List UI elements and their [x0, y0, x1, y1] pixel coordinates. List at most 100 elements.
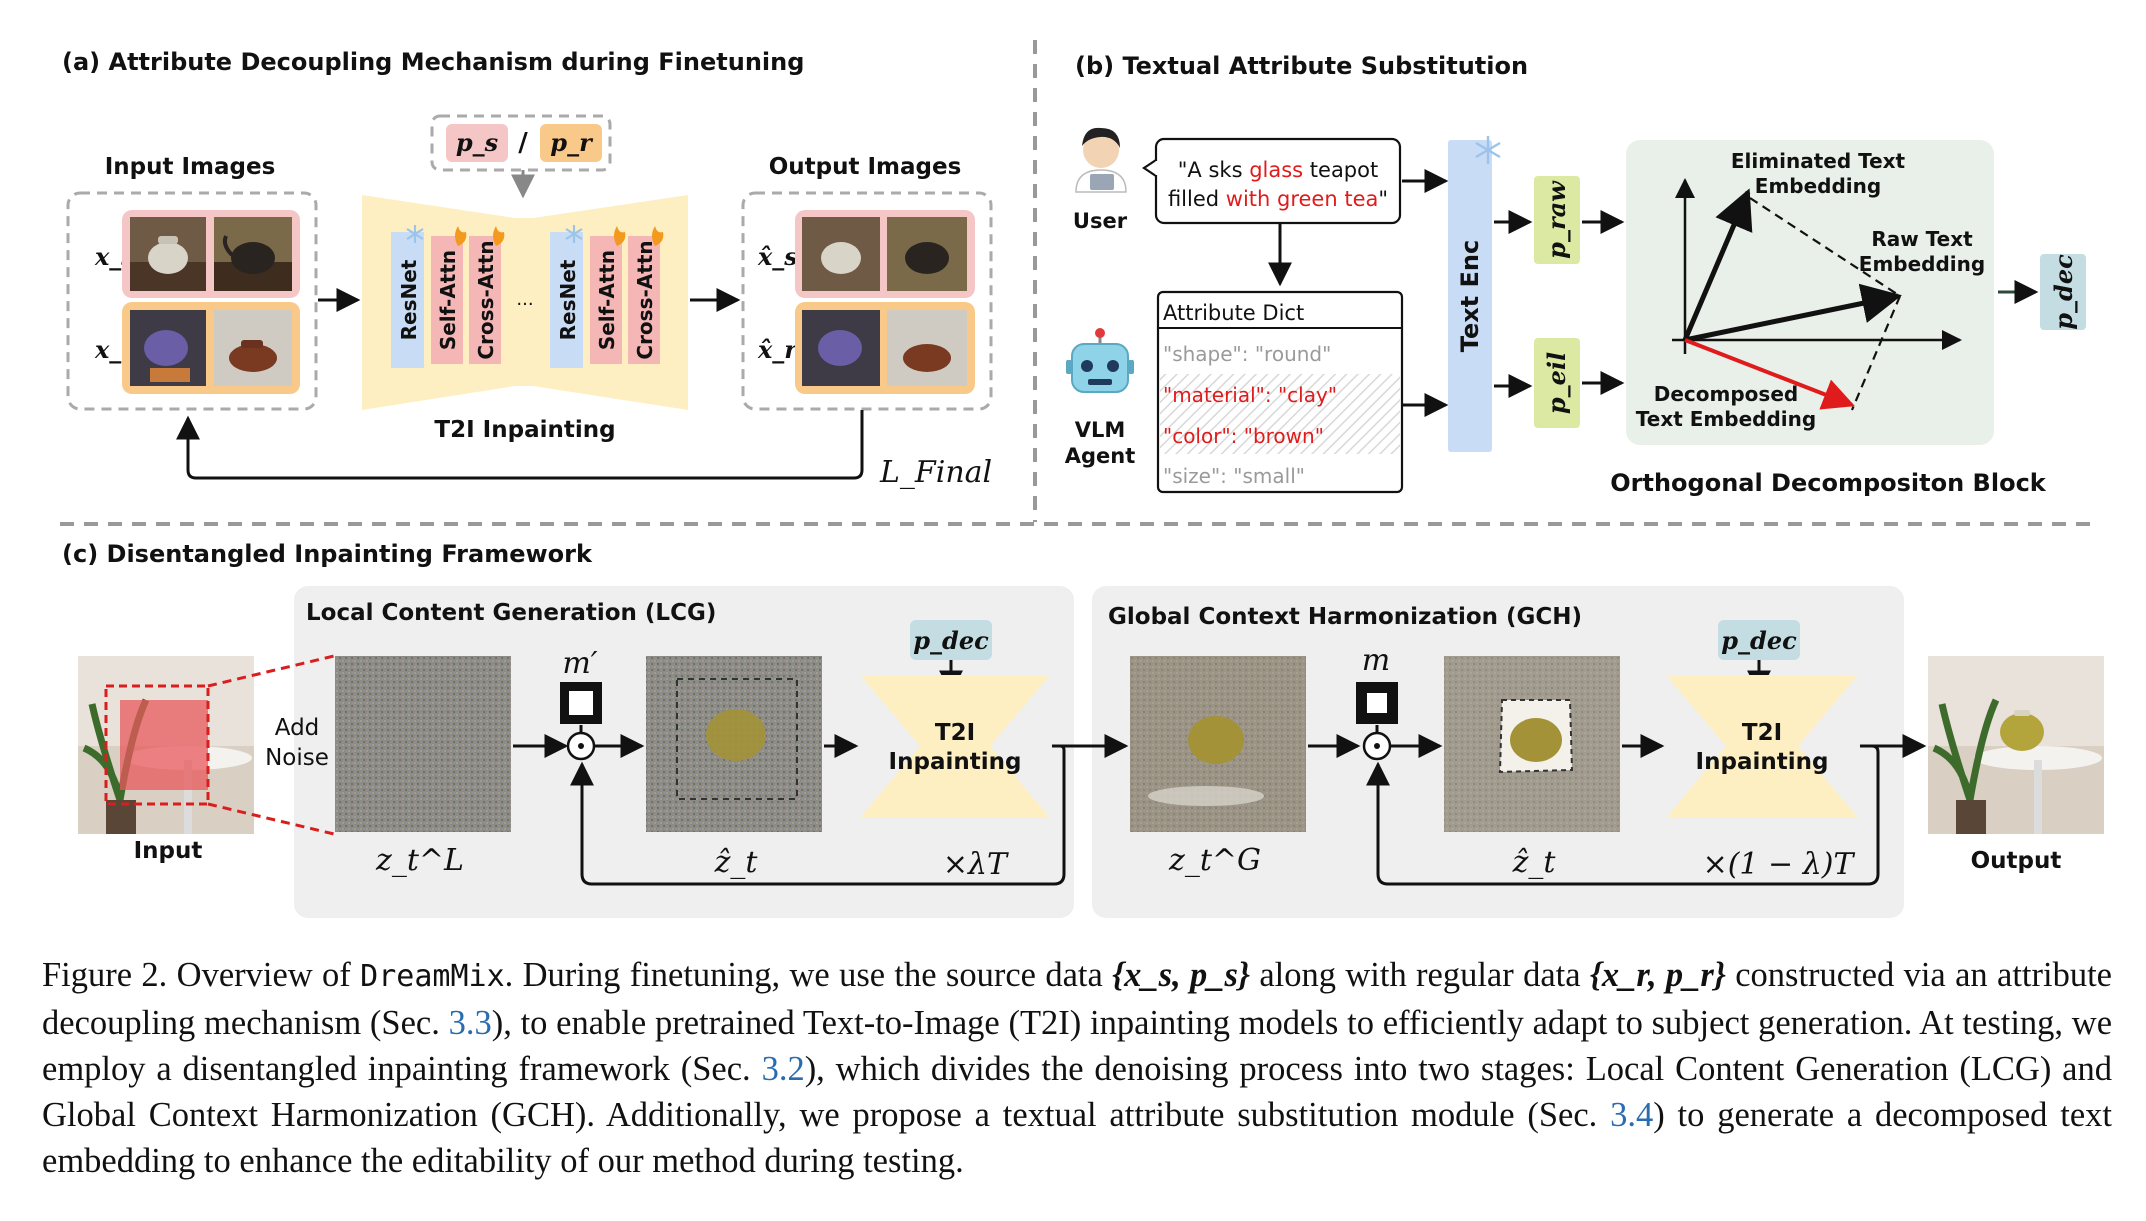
lcg-title: Local Content Generation (LCG) [306, 600, 716, 626]
lcg-t2i-model [860, 675, 1050, 818]
t2i-inpainting-model-finetune: ResNet Self-Attn Cross-Attn ResNet Self-… [362, 195, 688, 410]
prompt-separator: / [518, 128, 528, 158]
text-enc-label: Text Enc [1456, 240, 1484, 352]
input-images-label: Input Images [105, 154, 276, 180]
p-dec-label: p_dec [2049, 254, 2078, 330]
output-images-group: x̂_s x̂_r [741, 191, 993, 411]
zoom-line-top [207, 654, 335, 688]
block-label-cross-attn-2: Cross-Attn [633, 240, 657, 359]
teapot-photo-4 [214, 310, 292, 386]
decomposed-label-2: Text Embedding [1636, 407, 1816, 431]
dict-title: Attribute Dict [1163, 301, 1304, 325]
p-eil-label: p_eil [1542, 352, 1571, 414]
flame-icon [455, 226, 664, 246]
loss-label: L_Final [879, 455, 992, 490]
eliminated-label-2: Embedding [1755, 174, 1881, 198]
lcg-model-label-1: T2I [935, 720, 975, 746]
eliminated-label-1: Eliminated Text [1731, 149, 1906, 173]
text-encoder: Text Enc [1448, 136, 1501, 452]
user-prompt-box: "A sks glass teapot filled with green te… [1142, 137, 1402, 225]
lcg-p-dec-label: p_dec [913, 626, 989, 655]
add-noise-label-1: Add [275, 715, 320, 741]
prompt-box: p_s / p_r [430, 114, 612, 172]
dict-entry-color: "color": "brown" [1163, 424, 1324, 448]
block-resnet-1 [391, 232, 424, 368]
output-row-label-source: x̂_s [757, 242, 798, 271]
teapot-photo-3 [130, 310, 206, 386]
block-cross-attn-1 [469, 236, 501, 364]
lcg-noisy-latent [335, 656, 511, 832]
panel-b-title: (b) Textual Attribute Substitution [1075, 52, 1528, 80]
p-eil-box [1534, 338, 1580, 428]
raw-label-1: Raw Text [1871, 227, 1973, 251]
dict-entry-material: "material": "clay" [1163, 383, 1337, 407]
gch-model-label-1: T2I [1742, 720, 1782, 746]
caption-regular-data: {x_r, p_r} [1589, 956, 1726, 994]
panel-a-title: (a) Attribute Decoupling Mechanism durin… [62, 48, 804, 76]
robot-icon [1066, 328, 1134, 393]
caption-text-6: ) to generate a decomposed text embeddin… [42, 1096, 2112, 1180]
eliminated-vector [1682, 188, 1753, 341]
gch-p-dec-box [1718, 620, 1800, 660]
caption-ref-3-2[interactable]: 3.2 [761, 1050, 805, 1088]
block-ellipsis: ... [516, 289, 533, 310]
prompt-source: p_s [456, 128, 499, 157]
gch-noisy-latent [1130, 656, 1306, 832]
caption-ref-3-4[interactable]: 3.4 [1610, 1096, 1654, 1134]
dict-hatched-region [1160, 374, 1400, 454]
user-prompt-line-2: filled with green tea" [1168, 187, 1388, 211]
orthogonal-decomposition-block: Eliminated Text Embedding Raw Text Embed… [1626, 140, 1994, 445]
agent-label-2: Agent [1065, 444, 1136, 468]
caption-text-1: . During finetuning, we use the source d… [504, 956, 1113, 994]
caption-source-data: {x_s, p_s} [1112, 956, 1250, 994]
lcg-mask-label: m′ [562, 646, 597, 681]
zoom-line-bottom [207, 802, 335, 836]
gch-t2i-model [1666, 675, 1858, 818]
lcg-denoised-latent [646, 656, 822, 832]
block-label-self-attn-1: Self-Attn [436, 250, 460, 350]
lcg-model-label-2: Inpainting [889, 749, 1022, 775]
block-resnet-2 [550, 232, 583, 368]
block-label-self-attn-2: Self-Attn [595, 250, 619, 350]
lcg-repeat-label: ×λT [943, 847, 1009, 882]
gch-title: Global Context Harmonization (GCH) [1108, 604, 1582, 630]
figure-diagram: (a) Attribute Decoupling Mechanism durin… [60, 40, 2104, 918]
loss-feedback-arrow [176, 410, 864, 480]
block-self-attn-1 [431, 236, 463, 364]
snowflake-icon [406, 225, 583, 243]
dict-entry-size: "size": "small" [1163, 464, 1305, 488]
gch-zhat-label: ẑ_t [1512, 845, 1557, 880]
output-label: Output [1971, 848, 2062, 874]
gch-denoised-latent [1444, 656, 1620, 832]
prompt-regular: p_r [550, 128, 594, 157]
dict-entry-shape: "shape": "round" [1163, 342, 1331, 366]
output-images-label: Output Images [769, 154, 962, 180]
teapot-photo-1 [130, 217, 206, 291]
mask-region [120, 700, 208, 790]
lcg-p-dec-box [910, 620, 992, 660]
caption-method-name: DreamMix [360, 959, 505, 994]
block-label-resnet-2: ResNet [556, 259, 580, 340]
figure-caption: Figure 2. Overview of DreamMix. During f… [42, 952, 2112, 1184]
snowflake-icon [1475, 136, 1501, 164]
caption-ref-3-3[interactable]: 3.3 [448, 1004, 492, 1042]
block-label: Orthogonal Decompositon Block [1610, 469, 2047, 497]
caption-figure-number: Figure 2. Overview of [42, 956, 361, 994]
teapot-photo-2 [214, 217, 292, 291]
user-prompt-line-1: "A sks glass teapot [1178, 158, 1378, 182]
gch-latent-label: z_t^G [1168, 843, 1261, 878]
agent-label-1: VLM [1075, 418, 1126, 442]
p-raw-label: p_raw [1542, 180, 1571, 259]
input-label: Input [134, 838, 203, 864]
decomposed-vector [1684, 338, 1855, 410]
decomposed-label-1: Decomposed [1654, 382, 1798, 406]
lcg-latent-label: z_t^L [375, 843, 464, 878]
p-raw-box [1534, 176, 1580, 264]
user-icon [1075, 127, 1127, 193]
raw-label-2: Embedding [1859, 252, 1985, 276]
raw-vector [1684, 283, 1902, 343]
input-images-group: x_s x_r [66, 191, 318, 411]
lcg-zhat-label: ẑ_t [714, 845, 759, 880]
caption-text-3: constructed via an attribute decoupling … [42, 956, 2112, 1042]
input-scene-image [78, 656, 254, 834]
